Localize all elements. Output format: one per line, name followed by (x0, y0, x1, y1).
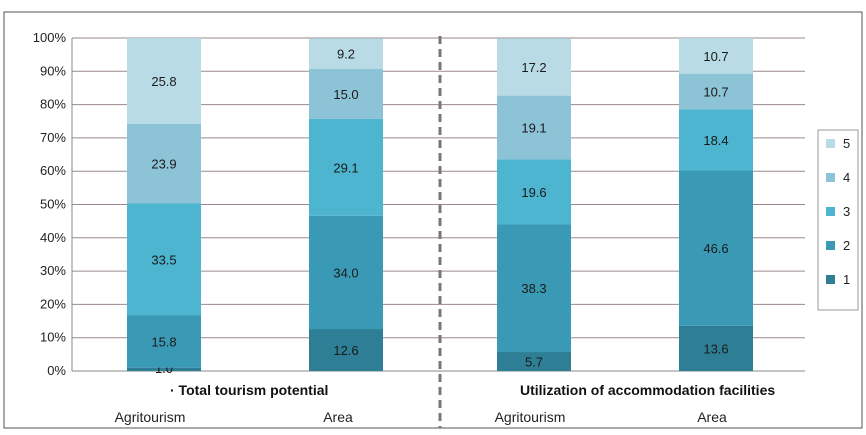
data-label: 12.6 (333, 343, 358, 358)
legend-swatch (826, 241, 835, 250)
data-label: 15.8 (151, 334, 176, 349)
legend-swatch (826, 275, 835, 284)
data-label: 19.1 (521, 120, 546, 135)
bar-segment (309, 118, 383, 216)
legend-label: 2 (843, 238, 850, 253)
category-label: Area (697, 409, 727, 425)
y-tick-label: 100% (33, 30, 67, 45)
bar-segment (127, 315, 201, 368)
y-tick-label: 0% (47, 363, 66, 378)
y-tick-label: 20% (40, 296, 66, 311)
data-label: 17.2 (521, 60, 546, 75)
legend-swatch (826, 139, 835, 148)
data-label: 10.7 (703, 84, 728, 99)
bar-segment (679, 109, 753, 171)
bar-segment (127, 123, 201, 204)
bar-segment (309, 215, 383, 330)
legend-label: 5 (843, 136, 850, 151)
y-tick-label: 40% (40, 230, 66, 245)
data-label: 29.1 (333, 160, 358, 175)
data-label: 5.7 (525, 355, 543, 370)
legend-label: 4 (843, 170, 850, 185)
bar-segment (679, 325, 753, 371)
y-tick-label: 70% (40, 130, 66, 145)
bar-segment (127, 367, 201, 371)
data-label: 33.5 (151, 252, 176, 267)
category-label: Agritourism (115, 409, 186, 425)
data-label: 25.8 (151, 74, 176, 89)
bar-segment (309, 38, 383, 69)
data-label: 19.6 (521, 185, 546, 200)
data-label: 34.0 (333, 265, 358, 280)
bar-segment (497, 159, 571, 225)
bar-segment (497, 352, 571, 371)
bar-segment (309, 329, 383, 371)
data-label: 38.3 (521, 281, 546, 296)
y-tick-label: 90% (40, 63, 66, 78)
y-tick-label: 60% (40, 163, 66, 178)
legend-swatch (826, 207, 835, 216)
data-label: 23.9 (151, 157, 176, 172)
bar-segment (679, 73, 753, 110)
bar-segment (127, 38, 201, 124)
legend-swatch (826, 173, 835, 182)
category-label: Area (323, 409, 353, 425)
y-tick-label: 80% (40, 97, 66, 112)
bar-segment (679, 170, 753, 326)
bar-segment (127, 203, 201, 316)
group-title: · Total tourism potential (170, 382, 328, 398)
data-label: 9.2 (337, 47, 355, 62)
bar-segment (497, 224, 571, 353)
data-label: 46.6 (703, 241, 728, 256)
data-label: 15.0 (333, 87, 358, 102)
group-title: Utilization of accommodation facilities (520, 382, 775, 398)
data-label: 10.7 (703, 49, 728, 64)
category-label: Agritourism (495, 409, 566, 425)
bar-segment (497, 95, 571, 160)
legend-box (817, 129, 859, 311)
legend-label: 3 (843, 204, 850, 219)
data-label: 13.6 (703, 341, 728, 356)
y-tick-label: 30% (40, 263, 66, 278)
bar-segment (497, 38, 571, 96)
data-label: 18.4 (703, 133, 728, 148)
legend-label: 1 (843, 272, 850, 287)
y-tick-label: 10% (40, 330, 66, 345)
y-tick-label: 50% (40, 197, 66, 212)
bar-segment (679, 38, 753, 74)
bar-segment (309, 68, 383, 119)
